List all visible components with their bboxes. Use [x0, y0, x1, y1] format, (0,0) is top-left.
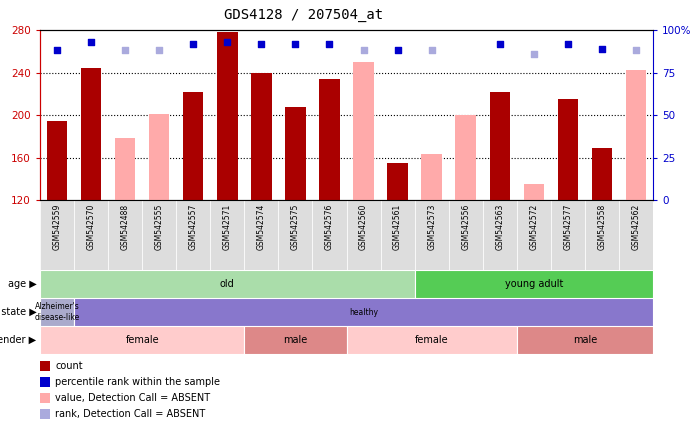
Bar: [245, 326, 346, 354]
Bar: [455, 115, 476, 200]
Bar: [415, 270, 653, 298]
Bar: [47, 121, 67, 200]
Bar: [40, 270, 415, 298]
Point: [426, 47, 437, 54]
Bar: [251, 72, 272, 200]
Bar: [422, 155, 442, 200]
Text: Alzheimer's
disease-like: Alzheimer's disease-like: [35, 302, 79, 322]
Bar: [353, 62, 374, 200]
Bar: [210, 200, 245, 270]
Text: GSM542570: GSM542570: [86, 203, 95, 250]
Bar: [81, 68, 102, 200]
Bar: [74, 200, 108, 270]
Point: [120, 47, 131, 54]
Point: [358, 47, 369, 54]
Text: GSM542575: GSM542575: [291, 203, 300, 250]
Bar: [176, 200, 210, 270]
Point: [52, 47, 63, 54]
Text: GSM542573: GSM542573: [427, 203, 436, 250]
Text: GSM542558: GSM542558: [598, 203, 607, 250]
Bar: [489, 91, 510, 200]
Text: GDS4128 / 207504_at: GDS4128 / 207504_at: [225, 8, 384, 22]
Text: rank, Detection Call = ABSENT: rank, Detection Call = ABSENT: [55, 409, 205, 419]
Bar: [524, 184, 544, 200]
Bar: [591, 148, 612, 200]
Text: GSM542562: GSM542562: [632, 203, 641, 250]
Bar: [40, 298, 74, 326]
Text: male: male: [573, 335, 597, 345]
Bar: [517, 200, 551, 270]
Bar: [388, 163, 408, 200]
Text: GSM542559: GSM542559: [53, 203, 61, 250]
Bar: [415, 200, 448, 270]
Text: GSM542555: GSM542555: [155, 203, 164, 250]
Bar: [319, 79, 340, 200]
Text: old: old: [220, 279, 235, 289]
Text: GSM542563: GSM542563: [495, 203, 504, 250]
Bar: [517, 326, 653, 354]
Bar: [483, 200, 517, 270]
Bar: [108, 200, 142, 270]
Point: [153, 47, 164, 54]
Text: GSM542488: GSM542488: [121, 203, 130, 250]
Text: GSM542557: GSM542557: [189, 203, 198, 250]
Text: GSM542577: GSM542577: [563, 203, 572, 250]
Bar: [40, 326, 245, 354]
Text: age ▶: age ▶: [8, 279, 37, 289]
Text: young adult: young adult: [504, 279, 563, 289]
Point: [494, 40, 505, 47]
Point: [324, 40, 335, 47]
Point: [562, 40, 574, 47]
Bar: [619, 200, 653, 270]
Text: female: female: [125, 335, 159, 345]
Text: gender ▶: gender ▶: [0, 335, 37, 345]
Text: count: count: [55, 361, 83, 371]
Text: percentile rank within the sample: percentile rank within the sample: [55, 377, 220, 387]
Point: [222, 38, 233, 45]
Bar: [285, 107, 305, 200]
Bar: [381, 200, 415, 270]
Point: [529, 50, 540, 57]
Point: [630, 47, 641, 54]
Point: [86, 38, 97, 45]
Bar: [183, 91, 203, 200]
Bar: [626, 71, 646, 200]
Bar: [40, 200, 74, 270]
Text: GSM542556: GSM542556: [461, 203, 470, 250]
Bar: [142, 200, 176, 270]
Point: [596, 45, 607, 52]
Text: female: female: [415, 335, 448, 345]
Text: male: male: [283, 335, 307, 345]
Bar: [278, 200, 312, 270]
Text: healthy: healthy: [349, 308, 378, 317]
Bar: [346, 326, 517, 354]
Bar: [245, 200, 278, 270]
Bar: [346, 200, 381, 270]
Bar: [115, 139, 135, 200]
Bar: [448, 200, 483, 270]
Bar: [312, 200, 346, 270]
Bar: [558, 99, 578, 200]
Bar: [217, 32, 238, 200]
Point: [256, 40, 267, 47]
Text: GSM542574: GSM542574: [257, 203, 266, 250]
Text: GSM542571: GSM542571: [223, 203, 231, 250]
Point: [392, 47, 403, 54]
Text: GSM542572: GSM542572: [529, 203, 538, 250]
Bar: [585, 200, 619, 270]
Bar: [551, 200, 585, 270]
Text: disease state ▶: disease state ▶: [0, 307, 37, 317]
Text: GSM542560: GSM542560: [359, 203, 368, 250]
Point: [188, 40, 199, 47]
Text: value, Detection Call = ABSENT: value, Detection Call = ABSENT: [55, 393, 210, 403]
Text: GSM542576: GSM542576: [325, 203, 334, 250]
Text: GSM542561: GSM542561: [393, 203, 402, 250]
Bar: [149, 114, 169, 200]
Point: [290, 40, 301, 47]
